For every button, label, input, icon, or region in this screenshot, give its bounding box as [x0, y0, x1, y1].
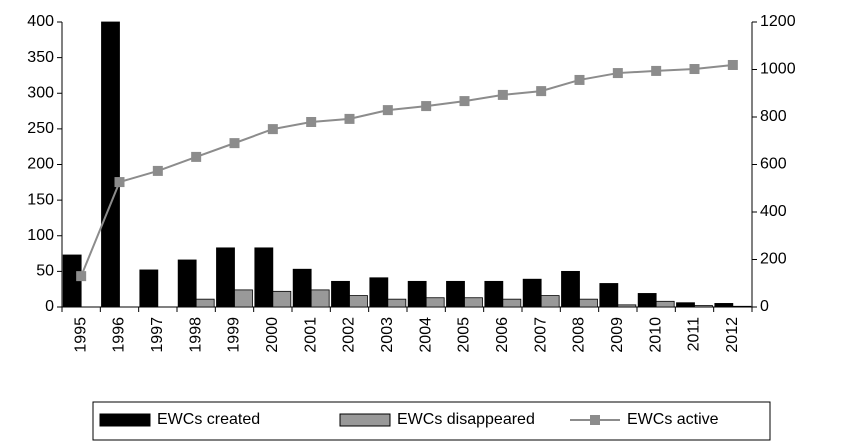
- y2-tick-label: 0: [760, 298, 769, 315]
- bar: [195, 298, 215, 308]
- line-marker: [536, 86, 547, 97]
- bar: [676, 302, 695, 308]
- legend-box: [92, 401, 771, 441]
- line-marker: [497, 89, 508, 100]
- bar: [425, 297, 445, 308]
- line-marker: [651, 65, 662, 76]
- line-marker: [459, 96, 470, 107]
- bar: [310, 289, 330, 308]
- x-tick-label: 2002: [341, 317, 358, 353]
- x-tick-label: 2000: [264, 317, 281, 353]
- x-tick-label: 2012: [724, 317, 741, 353]
- bar: [216, 247, 235, 308]
- bar: [349, 295, 368, 308]
- line-marker: [152, 165, 163, 176]
- bar: [272, 290, 292, 308]
- bar: [502, 298, 522, 308]
- bar: [177, 259, 197, 308]
- x-tick-label: 2007: [532, 317, 549, 353]
- bar: [446, 280, 465, 308]
- x-tick-label: 2001: [302, 317, 319, 353]
- bar: [522, 278, 542, 308]
- line-marker: [229, 138, 240, 149]
- bar: [637, 293, 657, 308]
- y2-tick-label: 200: [760, 251, 787, 268]
- legend-label: EWCs created: [157, 411, 260, 428]
- legend-swatch: [99, 413, 151, 427]
- line-marker: [574, 74, 585, 85]
- line-marker: [306, 116, 317, 127]
- x-tick-label: 2003: [379, 317, 396, 353]
- y2-tick-label: 1200: [760, 13, 796, 30]
- x-tick-label: 1997: [149, 317, 166, 353]
- bar: [694, 305, 713, 308]
- legend-label: EWCs disappeared: [397, 411, 535, 428]
- bar: [101, 21, 120, 308]
- bar: [387, 298, 407, 308]
- bar: [292, 268, 312, 308]
- x-tick-label: 2006: [494, 317, 511, 353]
- y-tick-label: 100: [27, 227, 54, 244]
- bar: [464, 297, 483, 308]
- legend-marker: [590, 415, 600, 425]
- y-tick-label: 400: [27, 13, 54, 30]
- bar: [714, 303, 734, 308]
- x-tick-label: 2008: [571, 317, 588, 353]
- y2-tick-label: 400: [760, 203, 787, 220]
- bar: [579, 298, 598, 308]
- bar: [655, 300, 675, 308]
- y2-tick-label: 800: [760, 108, 787, 125]
- line-marker: [727, 59, 738, 70]
- line-marker: [421, 101, 432, 112]
- x-tick-label: 2004: [417, 317, 434, 353]
- line-marker: [689, 64, 700, 75]
- bar: [617, 304, 637, 308]
- bar: [139, 269, 159, 308]
- x-tick-label: 2005: [456, 317, 473, 353]
- y-tick-label: 0: [45, 298, 54, 315]
- line-marker: [612, 68, 623, 79]
- x-tick-label: 2009: [609, 317, 626, 353]
- legend-label: EWCs active: [627, 411, 719, 428]
- x-tick-label: 2010: [647, 317, 664, 353]
- line-marker: [114, 177, 125, 188]
- y-tick-label: 300: [27, 84, 54, 101]
- y-tick-label: 250: [27, 120, 54, 137]
- bar: [254, 247, 274, 308]
- y2-tick-label: 600: [760, 156, 787, 173]
- line-marker: [382, 105, 393, 116]
- line-marker: [76, 271, 87, 282]
- x-tick-label: 2011: [686, 317, 703, 352]
- y-tick-label: 200: [27, 156, 54, 173]
- line-marker: [267, 124, 278, 135]
- y-tick-label: 350: [27, 49, 54, 66]
- bar: [540, 295, 560, 308]
- bar: [732, 305, 752, 308]
- bar: [369, 277, 389, 308]
- y-tick-label: 150: [27, 191, 54, 208]
- legend-swatch: [339, 413, 391, 427]
- x-tick-label: 1999: [226, 317, 243, 353]
- line-marker: [344, 113, 355, 124]
- x-tick-label: 1995: [72, 317, 89, 353]
- bar: [234, 289, 253, 308]
- bar: [331, 280, 350, 308]
- line-series: [80, 63, 733, 277]
- y2-tick-label: 1000: [760, 61, 796, 78]
- bar: [407, 280, 427, 308]
- bar: [599, 283, 619, 308]
- bar: [561, 270, 580, 308]
- line-marker: [191, 151, 202, 162]
- x-tick-label: 1998: [187, 317, 204, 353]
- x-tick-label: 1996: [111, 317, 128, 353]
- y-tick-label: 50: [36, 263, 54, 280]
- bar: [484, 280, 504, 308]
